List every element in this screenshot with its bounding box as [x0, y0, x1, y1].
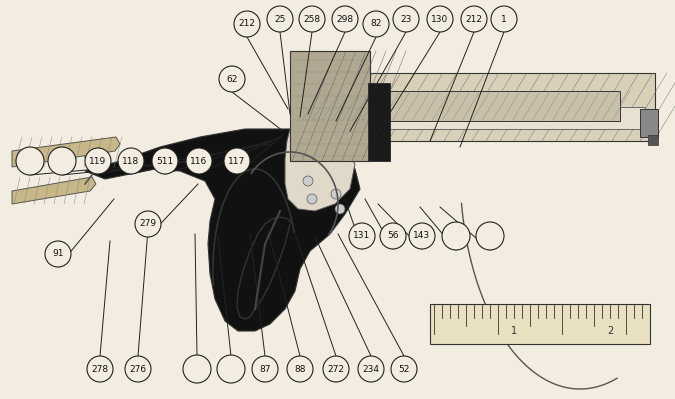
Circle shape	[380, 223, 406, 249]
Bar	[368, 83, 390, 161]
Bar	[430, 304, 650, 344]
Text: 258: 258	[304, 14, 321, 24]
Circle shape	[409, 223, 435, 249]
Bar	[305, 107, 645, 129]
Text: 1: 1	[501, 14, 507, 24]
Circle shape	[252, 356, 278, 382]
Text: 62: 62	[226, 75, 238, 83]
Circle shape	[48, 147, 76, 175]
Bar	[300, 73, 655, 141]
Text: 25: 25	[274, 14, 286, 24]
Polygon shape	[285, 129, 355, 211]
Circle shape	[135, 211, 161, 237]
Text: 212: 212	[466, 14, 483, 24]
Text: 278: 278	[91, 365, 109, 373]
Circle shape	[303, 176, 313, 186]
Text: 143: 143	[413, 231, 431, 241]
Text: 23: 23	[400, 14, 412, 24]
Text: 1: 1	[510, 326, 516, 336]
Bar	[640, 109, 658, 137]
Circle shape	[299, 6, 325, 32]
Text: 116: 116	[190, 156, 208, 166]
Circle shape	[476, 222, 504, 250]
Text: 212: 212	[238, 20, 256, 28]
Circle shape	[183, 355, 211, 383]
Circle shape	[152, 148, 178, 174]
Bar	[290, 51, 370, 161]
Text: 131: 131	[354, 231, 371, 241]
Circle shape	[234, 11, 260, 37]
Circle shape	[186, 148, 212, 174]
Circle shape	[358, 356, 384, 382]
Text: 56: 56	[387, 231, 399, 241]
Text: 52: 52	[398, 365, 410, 373]
Circle shape	[45, 241, 71, 267]
Circle shape	[393, 6, 419, 32]
Text: 117: 117	[228, 156, 246, 166]
Text: 298: 298	[336, 14, 354, 24]
Text: 130: 130	[431, 14, 449, 24]
Circle shape	[323, 356, 349, 382]
Circle shape	[363, 11, 389, 37]
Text: 234: 234	[362, 365, 379, 373]
Circle shape	[87, 356, 113, 382]
Text: 88: 88	[294, 365, 306, 373]
Text: 91: 91	[52, 249, 63, 259]
Circle shape	[307, 194, 317, 204]
Circle shape	[85, 148, 111, 174]
Circle shape	[427, 6, 453, 32]
Circle shape	[118, 148, 144, 174]
Circle shape	[442, 222, 470, 250]
Circle shape	[287, 356, 313, 382]
Text: 82: 82	[371, 20, 381, 28]
Circle shape	[16, 147, 44, 175]
Circle shape	[217, 355, 245, 383]
Text: 511: 511	[157, 156, 173, 166]
Text: 279: 279	[140, 219, 157, 229]
Bar	[648, 135, 658, 145]
Polygon shape	[12, 177, 96, 204]
Polygon shape	[85, 129, 360, 331]
Circle shape	[331, 189, 341, 199]
Circle shape	[491, 6, 517, 32]
Text: 118: 118	[122, 156, 140, 166]
Text: 272: 272	[327, 365, 344, 373]
Circle shape	[349, 223, 375, 249]
Text: 87: 87	[259, 365, 271, 373]
Text: 276: 276	[130, 365, 146, 373]
Circle shape	[332, 6, 358, 32]
Text: 2: 2	[608, 326, 614, 336]
Circle shape	[391, 356, 417, 382]
Polygon shape	[12, 137, 120, 167]
Circle shape	[224, 148, 250, 174]
Circle shape	[335, 204, 345, 214]
Bar	[300, 91, 620, 121]
Text: 119: 119	[89, 156, 107, 166]
Circle shape	[219, 66, 245, 92]
Circle shape	[125, 356, 151, 382]
Circle shape	[267, 6, 293, 32]
Circle shape	[461, 6, 487, 32]
